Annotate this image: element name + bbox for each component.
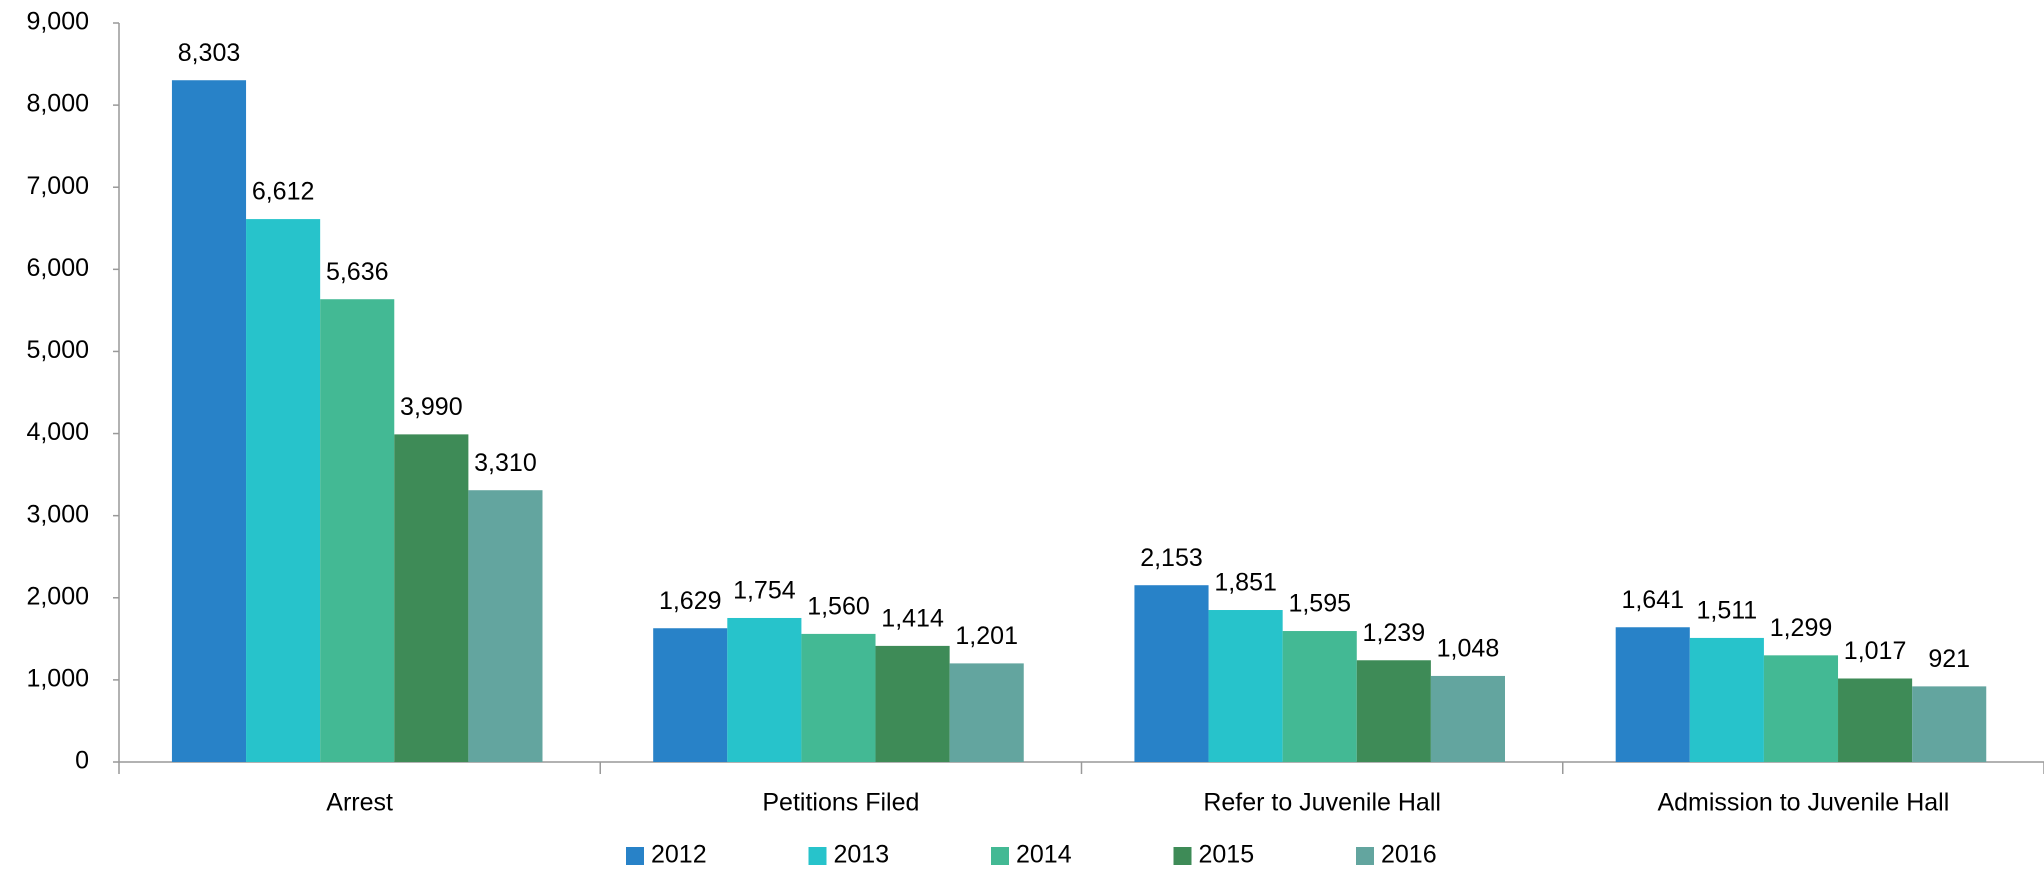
value-label: 1,414 [881, 605, 944, 633]
value-label: 1,641 [1621, 586, 1684, 614]
legend-swatch [1173, 847, 1192, 865]
bar [1430, 675, 1505, 762]
x-tick-label: Admission to Juvenile Hall [1657, 789, 1949, 817]
y-tick-label: 0 [75, 747, 89, 775]
y-tick-label: 6,000 [26, 254, 89, 282]
bar [1912, 686, 1987, 762]
value-label: 1,299 [1770, 614, 1833, 642]
y-tick-label: 7,000 [26, 172, 89, 200]
bar [875, 645, 950, 762]
value-label: 1,239 [1363, 619, 1426, 647]
bar [1134, 585, 1209, 762]
bar [320, 299, 395, 762]
y-tick-label: 2,000 [26, 582, 89, 610]
y-tick-label: 4,000 [26, 418, 89, 446]
legend-label: 2012 [651, 841, 707, 869]
y-tick-label: 5,000 [26, 336, 89, 364]
legend-swatch [808, 847, 827, 865]
bar [246, 219, 321, 763]
value-label: 1,595 [1288, 590, 1351, 618]
bar [1282, 631, 1357, 762]
value-label: 1,851 [1214, 569, 1277, 597]
legend-label: 2014 [1016, 841, 1072, 869]
value-label: 1,201 [955, 622, 1018, 650]
legend-swatch [1356, 847, 1374, 865]
value-label: 1,629 [659, 587, 722, 615]
bar [1689, 637, 1764, 762]
legend-label: 2013 [834, 841, 890, 869]
bar [801, 633, 876, 762]
bar [1838, 678, 1913, 762]
bar [1615, 627, 1690, 762]
bar [1356, 660, 1431, 762]
value-label: 8,303 [178, 39, 241, 67]
bar [727, 617, 802, 762]
y-tick-label: 9,000 [26, 8, 89, 36]
x-tick-label: Arrest [326, 789, 393, 817]
value-label: 6,612 [252, 178, 315, 206]
value-label: 1,754 [733, 577, 796, 605]
value-label: 921 [1928, 645, 1970, 673]
value-label: 1,017 [1844, 637, 1907, 665]
legend-swatch [991, 847, 1009, 865]
value-label: 5,636 [326, 258, 389, 286]
bar [171, 80, 247, 762]
legend-label: 2016 [1381, 841, 1437, 869]
y-tick-label: 1,000 [26, 664, 89, 692]
bar [949, 663, 1024, 762]
bar [394, 434, 469, 762]
bar [653, 628, 728, 762]
x-tick-label: Petitions Filed [762, 789, 919, 817]
x-tick-label: Refer to Juvenile Hall [1203, 789, 1441, 817]
y-tick-label: 3,000 [26, 500, 89, 528]
bar [468, 490, 543, 762]
legend-swatch [626, 847, 644, 865]
value-label: 1,560 [807, 593, 870, 621]
value-label: 2,153 [1140, 544, 1203, 572]
value-label: 3,990 [400, 393, 463, 421]
y-tick-label: 8,000 [26, 90, 89, 118]
legend-label: 2015 [1199, 841, 1255, 869]
bar [1763, 655, 1839, 762]
value-label: 1,048 [1437, 635, 1500, 663]
value-label: 1,511 [1696, 597, 1757, 625]
value-label: 3,310 [474, 449, 537, 477]
bar [1208, 610, 1283, 762]
